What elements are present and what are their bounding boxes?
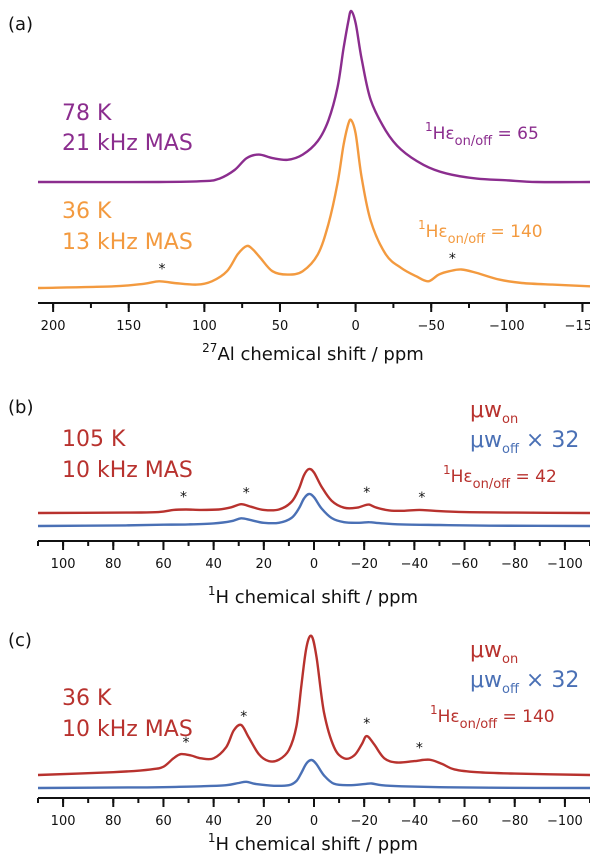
panel-b-sideband-marker-1: * [243,486,250,502]
panel-c-tick-label: 20 [256,814,273,829]
panel-a-tick-label: −50 [417,319,444,334]
panel-b-tick-label: −20 [350,557,377,572]
panel-b-legend-mw-off: μwoff × 32 [470,428,579,457]
panel-b: (b) * * * * 105 K 10 kHz MAS μwon μwoff × 3… [8,397,590,608]
panel-a-curves [37,9,590,290]
panel-a-enhancement-purple: 1Hεon/off = 65 [425,120,539,149]
panel-c-tick-label: −80 [501,814,528,829]
panel-c-enhancement: 1Hεon/off = 140 [430,703,555,732]
panel-b-tick-label: −40 [401,557,428,572]
panel-b-curves [37,467,590,528]
panel-a-sidebands: ** [159,251,456,278]
panel-a-tick-label: 0 [351,319,359,334]
panel-b-sideband-marker-0: * [180,490,187,506]
panel-b-x-axis-title: 1H chemical shift / ppm [208,584,418,608]
panel-b-curve-blue [37,492,590,528]
panel-b-sideband-marker-2: * [363,485,370,501]
panel-b-tick-label: 100 [51,557,76,572]
panel-b-label: (b) [8,397,33,418]
panel-b-tick-label: 0 [310,557,318,572]
panel-a-tick-label: 50 [272,319,289,334]
panel-a-tick-label: 150 [116,319,141,334]
panel-b-tick-label: 80 [105,557,122,572]
panel-c-curves [37,634,590,790]
panel-c-tick-label: −40 [401,814,428,829]
panel-b-tick-label: 40 [205,557,222,572]
panel-b-tick-label: −80 [501,557,528,572]
panel-a-curve-orange [37,118,590,290]
panel-c-sideband-marker-0: * [183,735,190,751]
panel-c-sideband-marker-1: * [240,709,247,725]
panel-c-sideband-marker-2: * [363,716,370,732]
panel-a-tick-label: 100 [192,319,217,334]
panel-c-tick-label: 0 [310,814,318,829]
panel-a-temperature-36k: 36 K [62,199,112,224]
panel-b-sideband-marker-3: * [418,490,425,506]
panel-a-label: (a) [8,14,33,35]
panel-a-sideband-marker-0: * [159,262,166,278]
panel-a-curve-purple [37,9,590,184]
panel-b-tick-label: 60 [155,557,172,572]
panel-b-legend-mw-on: μwon [470,398,518,427]
panel-a: (a) ** 78 K 21 kHz MAS 1Hεon/off = 65 36… [8,9,590,365]
panel-c-tick-label: 80 [105,814,122,829]
panel-b-curve-red [37,467,590,515]
panel-c-curve-red [37,634,590,777]
panel-b-tick-label: −60 [451,557,478,572]
panel-b-x-axis: 100 80 60 40 20 0 −20 −40 −60 −80 −100 [37,540,590,572]
panel-c-label: (c) [8,630,32,651]
panel-a-mas-13khz: 13 kHz MAS [62,230,193,255]
panel-c-tick-label: −100 [547,814,583,829]
panel-b-temperature-105k: 105 K [62,427,126,452]
panel-a-temperature-78k: 78 K [62,101,112,126]
panel-b-sidebands: * * * * [180,485,425,506]
panel-a-sideband-marker-1: * [449,251,456,267]
panel-a-tick-label: −100 [489,319,525,334]
panel-c-tick-label: −20 [350,814,377,829]
panel-c-legend-mw-on: μwon [470,638,518,667]
panel-c-x-axis-title: 1H chemical shift / ppm [208,831,418,855]
panel-b-tick-label: 20 [256,557,273,572]
panel-c-tick-label: 100 [51,814,76,829]
panel-c: (c) * * * * 36 K 10 kHz MAS μwon μwoff × 32… [8,630,590,855]
panel-c-sideband-marker-3: * [416,741,423,757]
panel-c-sidebands: * * * * [183,709,423,757]
panel-c-temperature-36k: 36 K [62,686,112,711]
panel-a-x-axis-title: 27Al chemical shift / ppm [202,341,424,365]
panel-b-tick-label: −100 [547,557,583,572]
panel-c-x-axis: 100 80 60 40 20 0 −20 −40 −60 −80 −100 [37,797,590,829]
panel-c-legend-mw-off: μwoff × 32 [470,668,579,697]
panel-c-tick-label: −60 [451,814,478,829]
panel-c-tick-label: 60 [155,814,172,829]
panel-a-x-axis: 200 150 100 50 0 −50 −100 −150 [38,302,590,334]
panel-c-tick-label: 40 [205,814,222,829]
panel-c-mas-10khz: 10 kHz MAS [62,717,193,742]
panel-a-tick-label: 200 [41,319,66,334]
panel-b-mas-10khz: 10 kHz MAS [62,458,193,483]
panel-b-enhancement: 1Hεon/off = 42 [443,463,557,492]
panel-a-enhancement-orange: 1Hεon/off = 140 [418,218,543,247]
panel-a-tick-label: −150 [565,319,590,334]
panel-c-curve-blue [37,758,590,790]
panel-a-mas-21khz: 21 kHz MAS [62,131,193,156]
